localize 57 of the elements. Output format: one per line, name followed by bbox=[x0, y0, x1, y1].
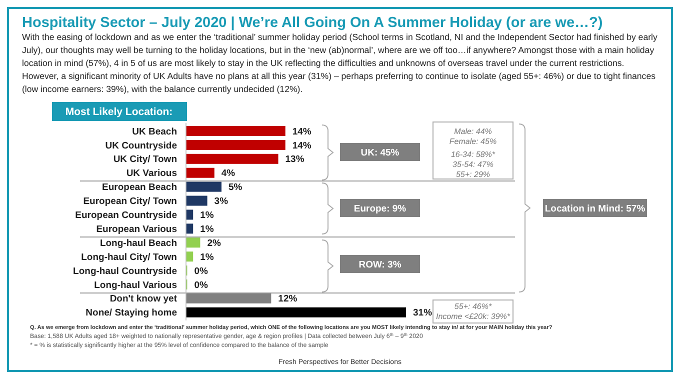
bar bbox=[186, 126, 286, 136]
data-label: 13% bbox=[285, 154, 305, 166]
data-label: 2% bbox=[207, 238, 222, 249]
bar bbox=[186, 307, 406, 318]
annotation: ROW: 3% bbox=[358, 259, 402, 270]
label-box: Europe: 9% bbox=[340, 199, 420, 217]
text: 35-54: 47% bbox=[452, 160, 494, 169]
data-label: 1% bbox=[200, 224, 214, 235]
text: 55+: 46%* bbox=[454, 302, 492, 311]
text: Income <£20k: 39%* bbox=[436, 312, 511, 321]
y-tick-label: Don't know yet bbox=[110, 294, 178, 305]
chart-subtitle: With the easing of lockdown and as we enter the ‘traditional’ summer holiday period (School terms in Scotland, NI and the Independent Sector had finished by early July), our thoughts may well be turning to the holiday locations, but in the ‘new (ab)normal’, where are we off too…if anywhere? Amongst those with a main holiday location in mind (57%), 4 in 5 of us are most likely to stay in the UK reflecting the difficulties and unknowns of overseas travel under the current restrictions. However, a significant minority of UK Adults have no plans at all this year (31%) – perhaps preferring to continue to isolate (aged 55+: 46%) or due to tight finances (low income earners: 39%), with the balance currently undecided (12%). bbox=[22, 31, 658, 96]
bar bbox=[186, 210, 194, 220]
bar bbox=[186, 252, 194, 262]
data-label: 0% bbox=[194, 280, 208, 291]
data-label: 3% bbox=[214, 196, 229, 208]
data-label: 31% bbox=[413, 308, 433, 319]
y-tick-label: UK Various bbox=[126, 168, 177, 180]
bar bbox=[186, 182, 222, 192]
text: Male: 44% bbox=[454, 126, 492, 136]
bar bbox=[186, 293, 272, 304]
text: Most Likely Location: bbox=[65, 106, 173, 118]
y-tick-label: European Various bbox=[96, 224, 177, 235]
label-box: ROW: 3% bbox=[340, 255, 420, 273]
y-tick-label: European Beach bbox=[102, 182, 178, 194]
text: 16-34: 58%* bbox=[450, 150, 496, 159]
data-label: 0% bbox=[194, 266, 208, 277]
y-tick-label: None/ Staying home bbox=[86, 308, 177, 319]
y-tick-label: European City/ Town bbox=[83, 196, 178, 208]
label-box: UK: 45% bbox=[340, 143, 420, 161]
bar bbox=[186, 224, 194, 234]
data-label: 1% bbox=[200, 252, 214, 263]
bar bbox=[186, 140, 286, 150]
data-label: 1% bbox=[200, 210, 214, 222]
y-tick-label: UK City/ Town bbox=[113, 154, 178, 166]
y-tick-label: UK Beach bbox=[132, 126, 178, 138]
annotation: Europe: 9% bbox=[354, 203, 407, 214]
data-label: 4% bbox=[221, 168, 236, 180]
data-label: 12% bbox=[278, 294, 298, 305]
y-tick-label: Long-haul Countryside bbox=[73, 266, 177, 277]
bar bbox=[186, 168, 214, 178]
y-tick-label: Long-haul Various bbox=[94, 280, 177, 291]
annotation: UK: 45% bbox=[360, 147, 400, 158]
y-tick-label: Long-haul City/ Town bbox=[81, 252, 178, 263]
data-label: 14% bbox=[292, 140, 312, 152]
y-tick-label: UK Countryside bbox=[105, 140, 177, 152]
label-box: Location in Mind: 57% bbox=[543, 199, 647, 217]
bar bbox=[186, 154, 278, 164]
bar bbox=[186, 196, 208, 206]
data-label: 5% bbox=[228, 182, 243, 194]
text: 55+: 29% bbox=[456, 170, 490, 179]
data-label: 14% bbox=[292, 126, 312, 138]
text: Female: 45% bbox=[449, 136, 497, 146]
y-tick-label: Long-haul Beach bbox=[100, 238, 178, 249]
y-tick-label: European Countryside bbox=[75, 210, 177, 222]
chart-title: Hospitality Sector – July 2020 | We’re All Going On A Summer Holiday (or are we…?) bbox=[22, 15, 603, 31]
bar bbox=[186, 238, 200, 248]
